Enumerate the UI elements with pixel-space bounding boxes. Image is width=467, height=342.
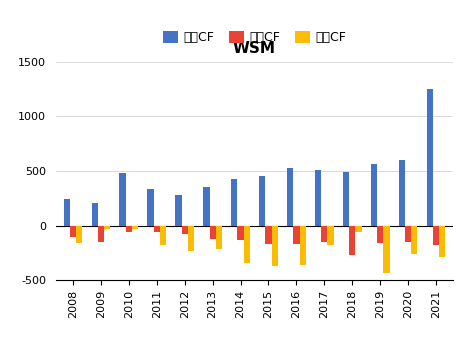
Bar (188, 226, 194, 251)
Bar (411, 226, 417, 254)
Bar (399, 160, 405, 226)
Bar (203, 187, 210, 226)
Bar (343, 172, 349, 226)
Bar (148, 188, 154, 226)
Bar (439, 226, 446, 258)
Bar (182, 226, 188, 235)
Bar (92, 203, 98, 226)
Bar (259, 176, 265, 226)
Bar (126, 226, 132, 232)
Bar (231, 179, 237, 226)
Bar (355, 226, 361, 232)
Bar (287, 168, 293, 226)
Bar (237, 226, 244, 240)
Bar (76, 226, 82, 243)
Bar (349, 226, 355, 255)
Title: WSM: WSM (233, 41, 276, 56)
Bar (327, 226, 333, 246)
Legend: 営業CF, 投資CF, 財務CF: 営業CF, 投資CF, 財務CF (163, 30, 346, 44)
Bar (176, 195, 182, 226)
Bar (272, 226, 278, 266)
Bar (321, 226, 327, 242)
Bar (210, 226, 216, 239)
Bar (293, 226, 299, 244)
Bar (265, 226, 272, 244)
Bar (315, 170, 321, 226)
Bar (160, 226, 166, 245)
Bar (383, 226, 389, 273)
Bar (244, 226, 250, 263)
Bar (427, 89, 433, 226)
Bar (98, 226, 104, 242)
Bar (299, 226, 306, 265)
Bar (405, 226, 411, 242)
Bar (154, 226, 160, 232)
Bar (132, 226, 138, 229)
Bar (433, 226, 439, 245)
Bar (70, 226, 76, 237)
Bar (377, 226, 383, 243)
Bar (216, 226, 222, 249)
Bar (104, 226, 110, 229)
Bar (371, 165, 377, 226)
Bar (120, 173, 126, 226)
Bar (64, 199, 70, 226)
